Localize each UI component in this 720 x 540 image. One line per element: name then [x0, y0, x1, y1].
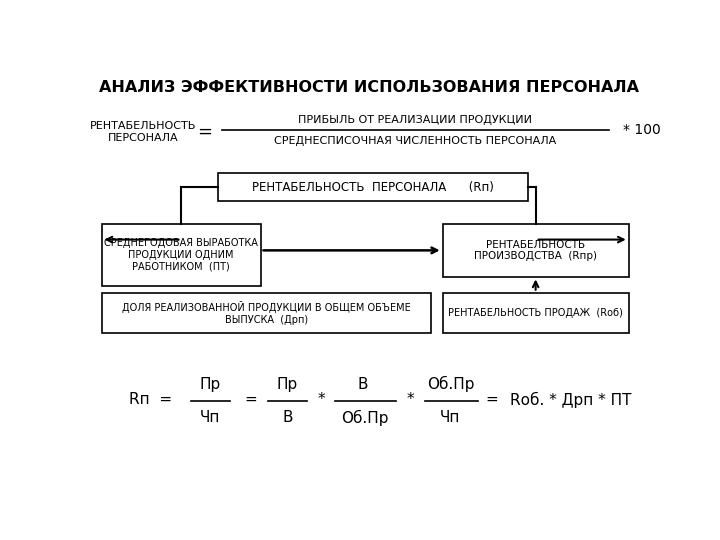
Bar [102, 224, 261, 286]
Text: *: * [406, 392, 414, 407]
Text: Чп: Чп [440, 410, 461, 425]
Text: ПРИБЫЛЬ ОТ РЕАЛИЗАЦИИ ПРОДУКЦИИ: ПРИБЫЛЬ ОТ РЕАЛИЗАЦИИ ПРОДУКЦИИ [299, 115, 533, 125]
Text: АНАЛИЗ ЭФФЕКТИВНОСТИ ИСПОЛЬЗОВАНИЯ ПЕРСОНАЛА: АНАЛИЗ ЭФФЕКТИВНОСТИ ИСПОЛЬЗОВАНИЯ ПЕРСО… [99, 80, 639, 96]
Bar [218, 173, 528, 201]
Text: Rп  =: Rп = [129, 392, 172, 407]
Text: СРЕДНЕСПИСОЧНАЯ ЧИСЛЕННОСТЬ ПЕРСОНАЛА: СРЕДНЕСПИСОЧНАЯ ЧИСЛЕННОСТЬ ПЕРСОНАЛА [274, 136, 557, 146]
Bar [443, 224, 629, 276]
Text: *: * [317, 392, 325, 407]
Text: Чп: Чп [200, 410, 220, 425]
Text: РЕНТАБЕЛЬНОСТЬ ПРОДАЖ  (Rоб): РЕНТАБЕЛЬНОСТЬ ПРОДАЖ (Rоб) [448, 308, 623, 318]
Text: СРЕДНЕГОДОВАЯ ВЫРАБОТКА
ПРОДУКЦИИ ОДНИМ
РАБОТНИКОМ  (ПТ): СРЕДНЕГОДОВАЯ ВЫРАБОТКА ПРОДУКЦИИ ОДНИМ … [104, 238, 258, 272]
Text: РЕНТАБЕЛЬНОСТЬ
ПЕРСОНАЛА: РЕНТАБЕЛЬНОСТЬ ПЕРСОНАЛА [89, 121, 196, 143]
Text: =: = [245, 392, 258, 407]
Text: Пр: Пр [277, 377, 298, 392]
Text: Rоб. * Дрп * ПТ: Rоб. * Дрп * ПТ [510, 392, 631, 408]
Text: РЕНТАБЕЛЬНОСТЬ  ПЕРСОНАЛА      (Rп): РЕНТАБЕЛЬНОСТЬ ПЕРСОНАЛА (Rп) [252, 181, 494, 194]
Text: В: В [282, 410, 293, 425]
Text: РЕНТАБЕЛЬНОСТЬ
ПРОИЗВОДСТВА  (Rпр): РЕНТАБЕЛЬНОСТЬ ПРОИЗВОДСТВА (Rпр) [474, 240, 597, 261]
Text: Пр: Пр [199, 377, 221, 392]
Text: =: = [485, 392, 498, 407]
Bar [443, 293, 629, 333]
Text: * 100: * 100 [624, 123, 661, 137]
Text: =: = [197, 123, 212, 141]
Text: Об.Пр: Об.Пр [427, 376, 474, 393]
Text: Об.Пр: Об.Пр [341, 409, 389, 426]
Text: ДОЛЯ РЕАЛИЗОВАННОЙ ПРОДУКЦИИ В ОБЩЕМ ОБЪЕМЕ
ВЫПУСКА  (Дрп): ДОЛЯ РЕАЛИЗОВАННОЙ ПРОДУКЦИИ В ОБЩЕМ ОБЪ… [122, 301, 410, 325]
Text: В: В [358, 377, 368, 392]
Bar [102, 293, 431, 333]
